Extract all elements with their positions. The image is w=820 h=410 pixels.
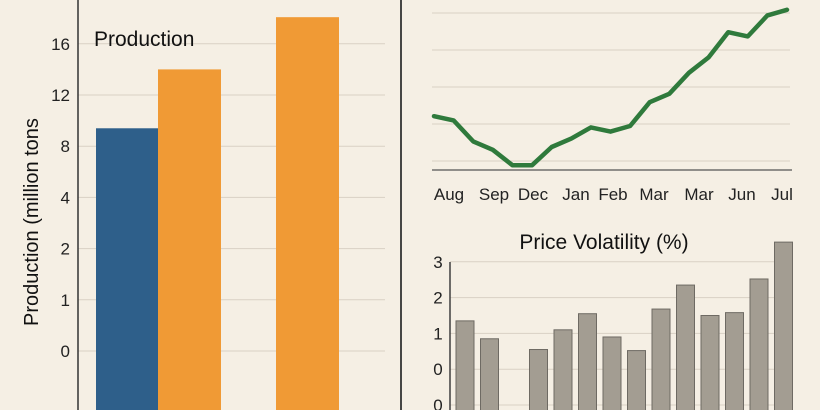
production-title: Production bbox=[94, 28, 194, 51]
volatility-bar bbox=[676, 284, 695, 410]
price-series-line bbox=[431, 7, 790, 168]
price-line-x-tick-label: Feb bbox=[598, 185, 627, 204]
volatility-y-tick-label: 2 bbox=[433, 289, 442, 308]
production-y-tick-label: 2 bbox=[61, 240, 70, 259]
price-line-x-tick-label: Dec bbox=[518, 185, 549, 204]
production-y-tick-label: 0 bbox=[61, 342, 70, 361]
volatility-y-tick-label: 0 bbox=[433, 360, 442, 379]
price-line-x-tick-label: Jan bbox=[562, 185, 589, 204]
price-line-chart: Aug Sep Dec Jan Feb Mar Mar Jun Jul bbox=[431, 7, 793, 204]
production-y-axis-label: Production (million tons bbox=[21, 118, 43, 326]
volatility-bar bbox=[480, 338, 499, 410]
volatility-bar bbox=[627, 350, 646, 410]
price-line-x-tick-label: Sep bbox=[479, 185, 509, 204]
price-line-x-tick-label: Jul bbox=[771, 185, 793, 204]
volatility-bar bbox=[455, 320, 475, 410]
production-bar bbox=[158, 69, 221, 410]
volatility-bar bbox=[578, 313, 597, 410]
volatility-bar bbox=[774, 241, 793, 410]
volatility-bar bbox=[529, 349, 548, 410]
production-y-tick-label: 8 bbox=[61, 137, 70, 156]
production-y-tick-label: 4 bbox=[61, 188, 70, 207]
production-y-tick-label: 16 bbox=[51, 35, 70, 54]
production-y-tick-label: 12 bbox=[51, 86, 70, 105]
price-line-x-tick-label: Mar bbox=[684, 185, 714, 204]
price-line-x-tick-label: Mar bbox=[639, 185, 669, 204]
price-volatility-chart: Price Volatility (%) 0 0 1 2 3 bbox=[433, 231, 793, 410]
production-y-tick-label: 1 bbox=[61, 291, 70, 310]
volatility-y-tick-label: 0 bbox=[433, 396, 442, 410]
volatility-bar bbox=[553, 329, 573, 410]
production-bar bbox=[276, 17, 339, 410]
price-line-x-tick-label: Jun bbox=[728, 185, 755, 204]
volatility-bar bbox=[700, 315, 720, 410]
price-line-x-tick-label: Aug bbox=[434, 185, 464, 204]
volatility-title: Price Volatility (%) bbox=[519, 231, 688, 254]
volatility-y-tick-label: 3 bbox=[433, 253, 442, 272]
volatility-bar bbox=[651, 308, 671, 410]
production-bar bbox=[96, 128, 158, 410]
volatility-y-tick-label: 1 bbox=[433, 324, 442, 343]
volatility-bar bbox=[725, 312, 744, 410]
volatility-bar bbox=[749, 278, 769, 410]
volatility-bar bbox=[602, 336, 622, 410]
